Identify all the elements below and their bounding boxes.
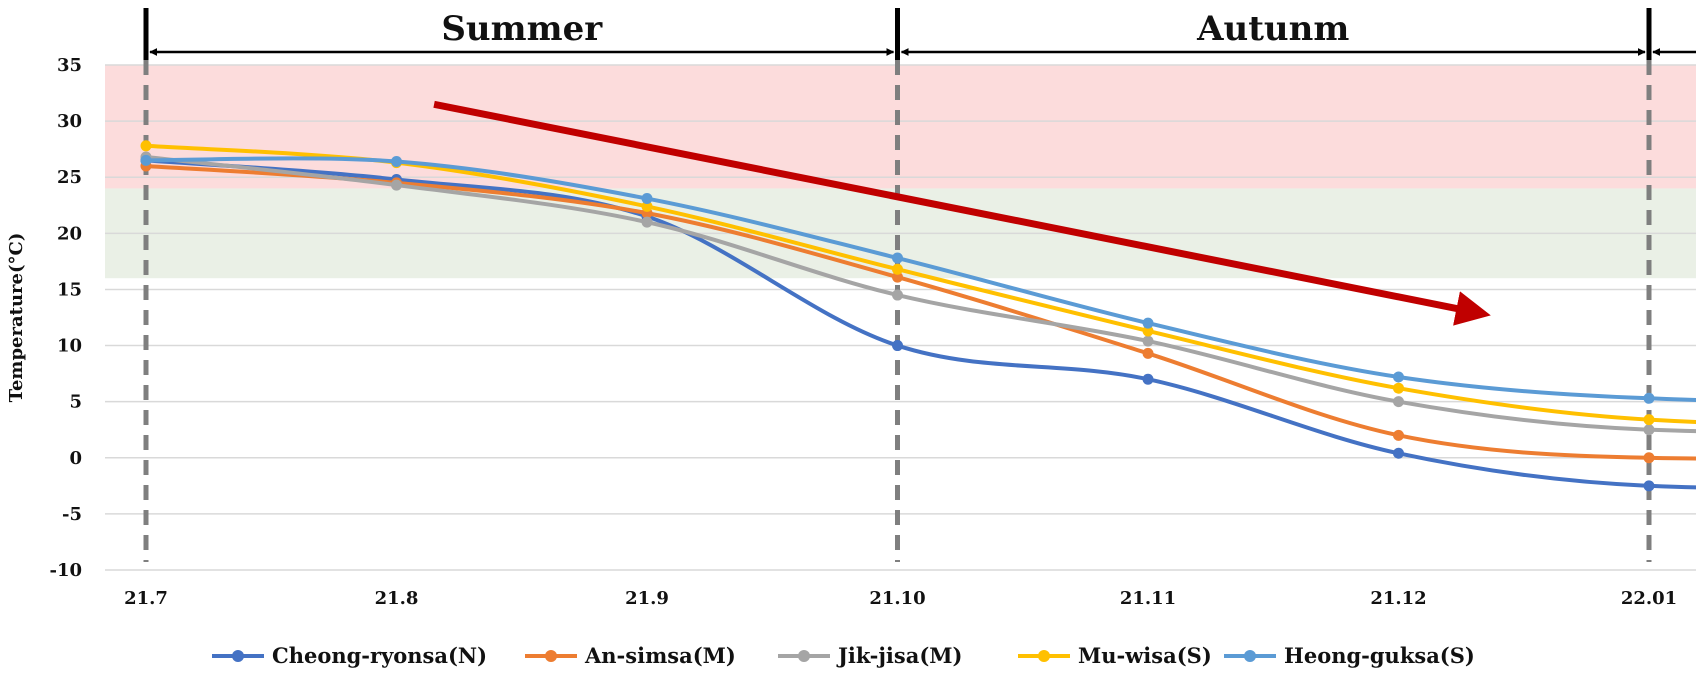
comfort-band-0: [105, 65, 1696, 189]
legend-label: Heong-guksa(S): [1284, 643, 1475, 668]
x-tick-label: 21.12: [1370, 588, 1426, 609]
legend-marker: [798, 650, 810, 662]
data-point: [1142, 373, 1154, 385]
data-point: [1643, 392, 1655, 404]
y-tick-label: 35: [57, 55, 82, 76]
series-lines: [140, 140, 1696, 492]
data-point: [1142, 335, 1154, 347]
legend-label: Jik-jisa(M): [836, 643, 962, 668]
data-point: [1142, 317, 1154, 329]
x-tick-label: 21.8: [375, 588, 419, 609]
legend-marker: [545, 650, 557, 662]
data-point: [892, 271, 903, 283]
x-tick-label: 21.11: [1120, 588, 1176, 609]
data-point: [1393, 382, 1404, 394]
y-tick-label: 0: [69, 448, 82, 469]
legend-label: An-simsa(M): [584, 643, 736, 668]
data-point: [1393, 447, 1404, 459]
data-point: [641, 216, 653, 228]
y-tick-label: -5: [62, 504, 82, 525]
data-point: [391, 156, 402, 168]
data-point: [391, 179, 402, 191]
data-point: [1643, 414, 1655, 426]
y-tick-label: 20: [57, 223, 82, 244]
y-tick-label: 15: [57, 279, 82, 300]
data-point: [892, 289, 903, 301]
data-point: [641, 193, 653, 205]
trend-arrows: [433, 100, 1491, 326]
data-point: [1643, 424, 1655, 436]
data-point: [892, 252, 903, 264]
y-tick-label: -10: [49, 560, 82, 581]
data-point: [1393, 371, 1404, 383]
data-point: [892, 263, 903, 275]
data-point: [1142, 347, 1154, 359]
legend-marker: [1038, 650, 1050, 662]
y-tick-label: 10: [57, 336, 82, 357]
data-point: [1393, 396, 1404, 408]
season-header: SummerAutunmWinterSpringSummerAutunm: [149, 9, 1696, 56]
comfort-bands: [105, 65, 1696, 279]
y-axis-label: Temperature(°C): [6, 233, 27, 403]
data-point: [140, 154, 152, 166]
legend-label: Mu-wisa(S): [1078, 643, 1212, 668]
data-point: [641, 200, 653, 212]
y-tick-label: 25: [57, 167, 82, 188]
data-point: [1643, 452, 1655, 464]
x-tick-label: 21.9: [625, 588, 669, 609]
axes: 35 30 25 20 15 10 5 0 -5 -10 21.7 21.8 21.9 21.10 21.1…: [6, 55, 1677, 609]
x-tick-label: 22.01: [1621, 588, 1677, 609]
data-point: [1393, 429, 1404, 441]
trend-arrow-down: [433, 100, 1491, 326]
legend: Cheong-ryonsa(N) An-simsa(M) Jik-jisa(M) Mu…: [212, 643, 1475, 668]
legend-marker: [1244, 650, 1256, 662]
data-point: [1643, 480, 1655, 492]
data-point: [140, 140, 152, 152]
x-tick-label: 21.7: [124, 588, 168, 609]
season-label: Summer: [441, 9, 603, 49]
season-label: Autunm: [1196, 9, 1349, 49]
data-point: [1142, 325, 1154, 337]
legend-label: Cheong-ryonsa(N): [272, 643, 487, 668]
x-tick-label: 21.10: [869, 588, 925, 609]
y-tick-label: 30: [57, 111, 82, 132]
y-tick-label: 5: [69, 392, 82, 413]
data-point: [892, 340, 903, 352]
legend-marker: [232, 650, 244, 662]
